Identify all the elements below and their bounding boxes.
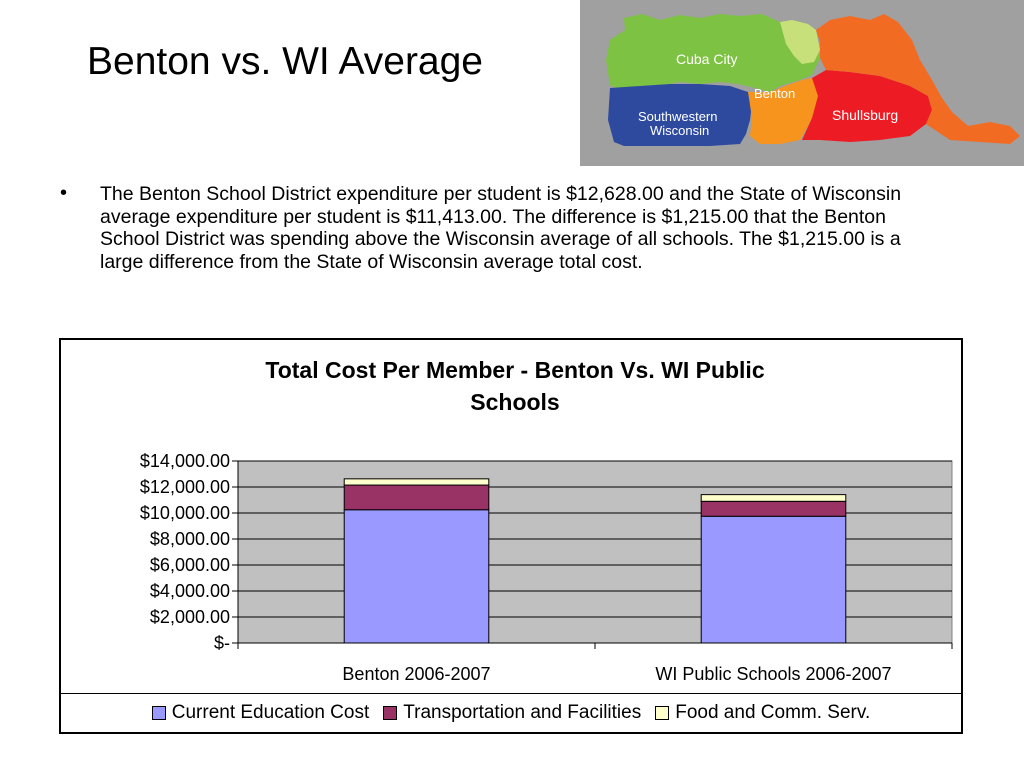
y-tick-label: $10,000.00: [140, 503, 230, 523]
x-category-label: Benton 2006-2007: [342, 664, 490, 684]
bullet-marker: •: [60, 182, 68, 204]
bar-2-series-1: [700, 515, 847, 644]
school-district-map: Cuba City Benton Southwestern Wisconsin …: [580, 0, 1024, 166]
y-tick-label: $2,000.00: [150, 607, 230, 627]
legend-swatch: [151, 706, 166, 720]
legend-swatch: [383, 706, 398, 720]
map-label-cuba-city: Cuba City: [676, 51, 737, 67]
map-label-benton: Benton: [754, 86, 795, 101]
map-label-shullsburg: Shullsburg: [832, 107, 898, 123]
map-region-east: [816, 14, 1020, 144]
bar-2-series-2: [700, 500, 847, 517]
y-tick-label: $14,000.00: [140, 451, 230, 471]
bar-1-series-1: [343, 509, 490, 644]
map-region-cuba-city: [606, 14, 820, 92]
y-tick-label: $-: [214, 633, 230, 653]
map-label-southwestern-line2: Wisconsin: [650, 123, 709, 138]
map-region-benton: [748, 78, 818, 144]
bullet-text: The Benton School District expenditure p…: [100, 183, 902, 273]
y-tick-label: $12,000.00: [140, 477, 230, 497]
chart-legend: Current Education Cost Transportation and…: [61, 693, 961, 732]
map-region-upper: [780, 20, 820, 64]
bar-2-series-3: [700, 494, 847, 502]
legend-item: Current Education Cost: [151, 702, 370, 724]
y-tick-label: $4,000.00: [150, 581, 230, 601]
legend-swatch: [655, 706, 670, 720]
chart-frame: Total Cost Per Member - Benton Vs. WI Pu…: [59, 338, 963, 734]
legend-item: Food and Comm. Serv.: [655, 702, 870, 724]
map-region-shullsburg: [802, 70, 932, 142]
legend-item: Transportation and Facilities: [383, 702, 641, 724]
map-region-southwestern: [608, 84, 752, 146]
stacked-bar-chart: Total Cost Per Member - Benton Vs. WI Pu…: [140, 357, 953, 684]
slide-title: Benton vs. WI Average: [87, 40, 483, 83]
y-tick-label: $8,000.00: [150, 529, 230, 549]
map-label-southwestern-line1: Southwestern: [638, 109, 718, 124]
x-category-label: WI Public Schools 2006-2007: [655, 664, 891, 684]
chart-title-line-1: Total Cost Per Member - Benton Vs. WI Pu…: [265, 357, 764, 383]
legend-label: Current Education Cost: [171, 702, 370, 723]
chart-title-line-2: Schools: [470, 389, 559, 415]
bar-1-series-3: [343, 478, 490, 486]
y-tick-label: $6,000.00: [150, 555, 230, 575]
legend-label: Food and Comm. Serv.: [675, 702, 871, 723]
bar-1-series-2: [343, 484, 490, 511]
legend-label: Transportation and Facilities: [403, 702, 642, 723]
